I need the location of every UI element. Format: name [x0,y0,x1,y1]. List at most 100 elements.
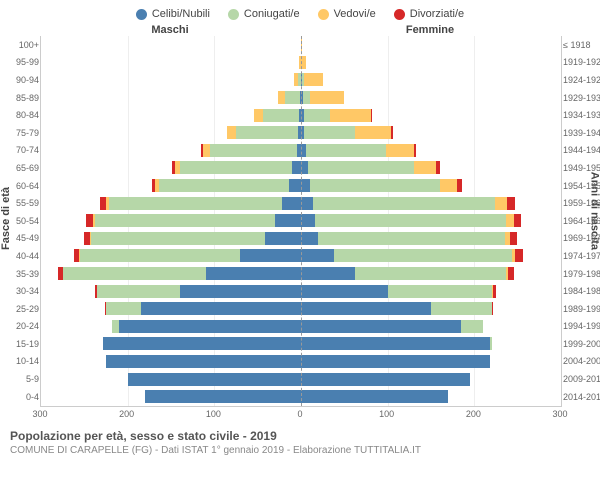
x-tick: 0 [297,409,302,419]
bar [301,337,492,350]
segment-widowed [386,144,414,157]
year-label: 2004-2008 [563,356,600,366]
legend-item: Coniugati/e [228,8,300,20]
segment-single [265,232,301,245]
age-label: 90-94 [5,75,39,85]
legend-label: Coniugati/e [244,8,300,20]
age-label: 55-59 [5,198,39,208]
year-label: 1954-1958 [563,181,600,191]
age-label: 65-69 [5,163,39,173]
female-side [301,159,561,177]
age-label: 30-34 [5,286,39,296]
year-label: 1999-2003 [563,339,600,349]
segment-single [301,302,431,315]
bar [103,337,301,350]
year-label: 1984-1988 [563,286,600,296]
segment-widowed [355,126,391,139]
population-pyramid-chart: Fasce di età Anni di nascita Celibi/Nubi… [0,0,600,500]
segment-single [206,267,301,280]
year-label: 1964-1968 [563,216,600,226]
legend: Celibi/NubiliConiugati/eVedovi/eDivorzia… [0,0,600,24]
age-label: 25-29 [5,304,39,314]
age-label: 100+ [5,40,39,50]
segment-divorced [493,285,496,298]
bar [294,73,301,86]
male-side [41,265,301,283]
x-tick: 300 [552,409,567,419]
segment-single [301,373,470,386]
segment-single [301,267,355,280]
segment-single [301,161,308,174]
segment-married [106,302,141,315]
age-label: 95-99 [5,57,39,67]
age-label: 60-64 [5,181,39,191]
bar [301,73,323,86]
female-side [301,194,561,212]
legend-swatch [394,9,405,20]
female-side [301,353,561,371]
segment-married [334,249,512,262]
bar [172,161,301,174]
segment-widowed [495,197,507,210]
male-side [41,54,301,72]
female-side [301,318,561,336]
segment-divorced [510,232,517,245]
male-side [41,247,301,265]
female-side [301,106,561,124]
segment-divorced [86,214,93,227]
chart-subtitle: COMUNE DI CARAPELLE (FG) - Dati ISTAT 1°… [10,445,590,456]
segment-married [306,144,386,157]
bar [301,126,393,139]
legend-item: Divorziati/e [394,8,464,20]
segment-married [95,214,275,227]
year-label: 1979-1983 [563,269,600,279]
segment-widowed [227,126,236,139]
year-label: 1974-1978 [563,251,600,261]
age-label: 20-24 [5,321,39,331]
legend-swatch [136,9,147,20]
segment-single [119,320,301,333]
bar [301,197,515,210]
bar [301,373,470,386]
bar [145,390,301,403]
bar [301,355,490,368]
segment-married [304,109,330,122]
legend-swatch [318,9,329,20]
year-label: 1989-1993 [563,304,600,314]
segment-divorced [492,302,494,315]
age-label: 15-19 [5,339,39,349]
age-label: 80-84 [5,110,39,120]
legend-label: Divorziati/e [410,8,464,20]
bar [74,249,301,262]
segment-divorced [436,161,439,174]
bar [301,390,448,403]
segment-married [63,267,206,280]
age-label: 45-49 [5,233,39,243]
male-side [41,300,301,318]
segment-divorced [457,179,462,192]
age-label: 50-54 [5,216,39,226]
male-side [41,353,301,371]
segment-single [301,232,318,245]
age-label: 5-9 [5,374,39,384]
x-tick: 200 [466,409,481,419]
female-side [301,89,561,107]
year-label: 1944-1948 [563,145,600,155]
segment-single [103,337,301,350]
female-side [301,177,561,195]
segment-married [315,214,506,227]
female-side [301,142,561,160]
female-side [301,54,561,72]
male-side [41,212,301,230]
male-side [41,335,301,353]
segment-married [304,126,354,139]
bar [100,197,301,210]
segment-single [301,249,334,262]
gender-labels: Maschi Femmine [40,24,560,36]
bar [301,214,521,227]
male-side [41,370,301,388]
year-label: ≤ 1918 [563,40,600,50]
year-label: 1949-1953 [563,163,600,173]
segment-divorced [414,144,417,157]
female-side [301,265,561,283]
